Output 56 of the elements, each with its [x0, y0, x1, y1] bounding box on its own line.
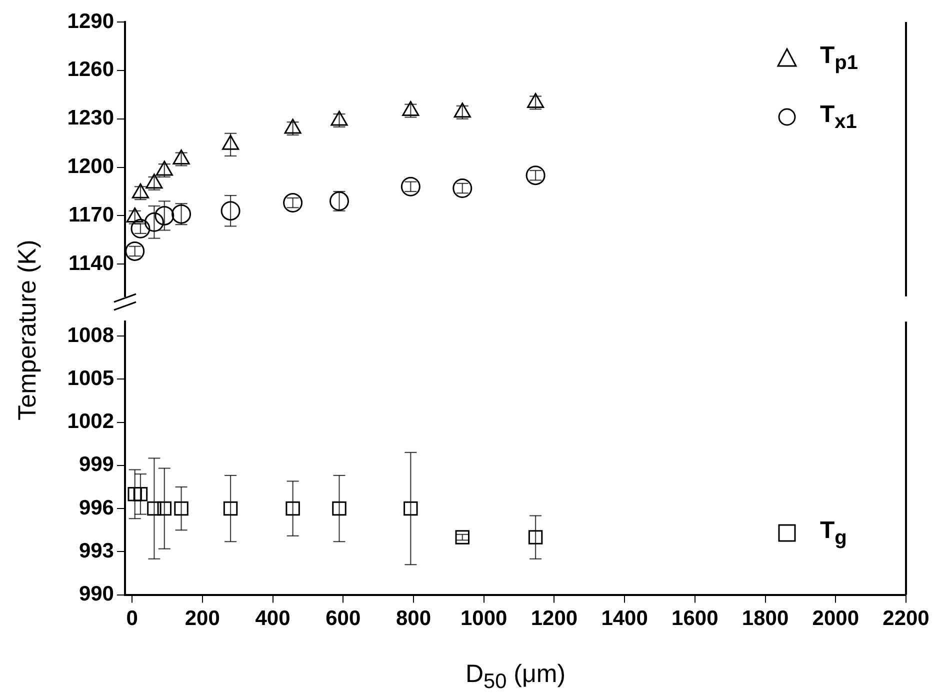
y-tick-label: 996 [78, 496, 114, 520]
y-tick-label: 1005 [67, 366, 114, 390]
point [528, 530, 543, 544]
x-tick-label: 2000 [812, 607, 859, 630]
point [154, 206, 174, 226]
y-tick-label: 993 [78, 539, 114, 562]
y-tick-label: 1008 [67, 324, 114, 347]
x-axis-title: D$_{50}$ (μm) [465, 660, 566, 694]
point [452, 178, 472, 198]
x-tick-label: 600 [326, 607, 361, 630]
x-tick-label: 0 [126, 607, 138, 630]
point [125, 241, 145, 261]
point [286, 501, 300, 516]
point [332, 501, 346, 516]
legend-label: T$_{x1}$ [820, 100, 857, 134]
legend-label: T$_{p1}$ [820, 42, 858, 75]
point [172, 204, 192, 224]
x-tick-label: 1200 [530, 607, 578, 630]
y-tick-label: 1170 [68, 203, 114, 226]
x-tick-label: 1000 [460, 607, 508, 630]
y-tick-label: 999 [78, 453, 114, 476]
x-tick-label: 1600 [672, 607, 718, 630]
point [222, 134, 240, 150]
x-tick-label: 200 [184, 607, 220, 630]
point [220, 201, 240, 221]
point [157, 501, 172, 516]
point [283, 193, 303, 213]
point [174, 501, 188, 516]
point [172, 149, 190, 164]
y-tick-label: 990 [78, 582, 114, 606]
y-tick-label: 1290 [67, 10, 114, 33]
point [284, 118, 302, 134]
point [130, 218, 150, 238]
x-tick-label: 1800 [742, 607, 789, 630]
point [223, 501, 238, 516]
point [128, 487, 142, 502]
y-tick-label: 1200 [67, 155, 114, 178]
point [527, 92, 544, 108]
point [147, 501, 162, 516]
point [330, 191, 349, 211]
y-tick-label: 1260 [67, 58, 114, 82]
legend-label: T$_{g}$ [820, 516, 847, 550]
x-tick-label: 400 [255, 607, 290, 630]
point [404, 501, 418, 516]
x-tick-label: 800 [396, 607, 431, 630]
point [144, 212, 164, 232]
point [400, 176, 420, 196]
x-tick-label: 2200 [882, 607, 930, 630]
point [526, 166, 546, 186]
y-axis-title: Temperature (K) [14, 240, 42, 420]
point [455, 530, 470, 544]
y-tick-label: 1230 [67, 106, 114, 130]
x-tick-label: 1400 [601, 607, 648, 630]
y-tick-label: 1002 [67, 410, 114, 434]
y-tick-label: 1140 [68, 252, 114, 275]
point [133, 487, 148, 502]
